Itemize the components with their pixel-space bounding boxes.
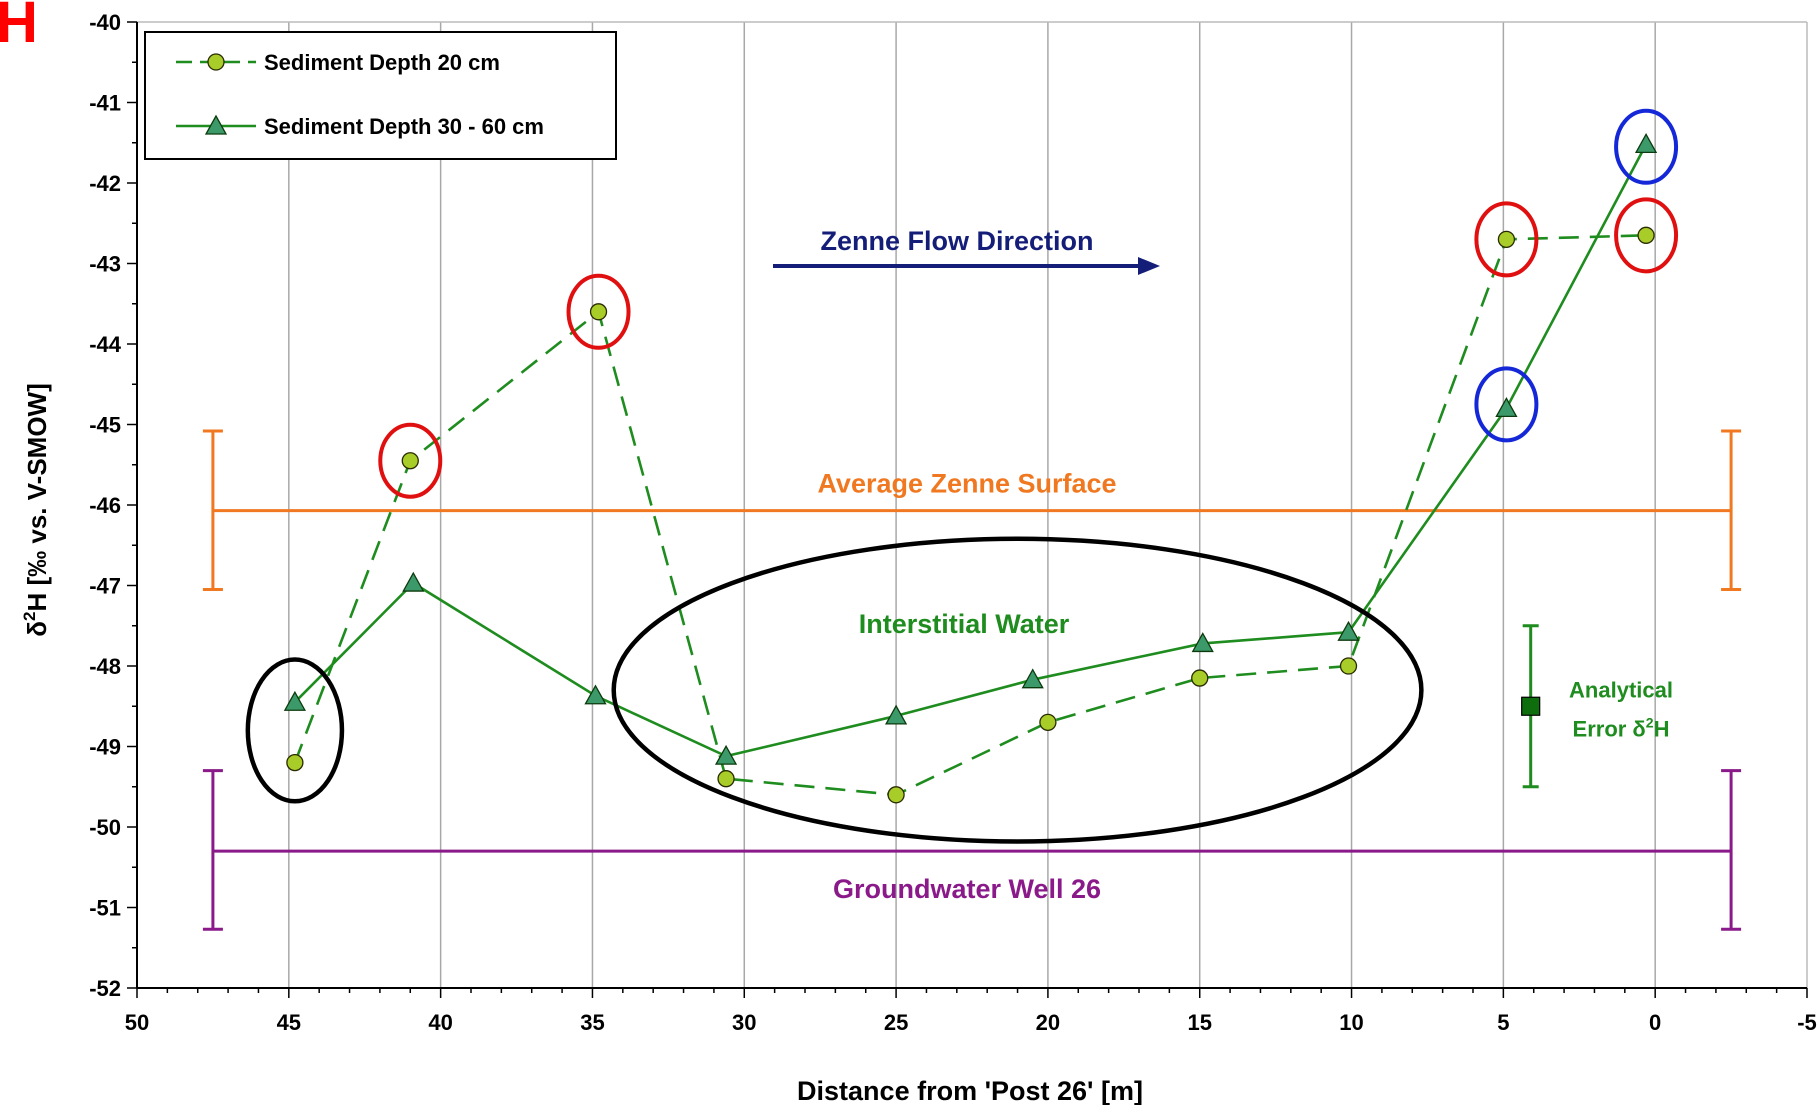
vertical-gridlines xyxy=(288,22,1656,988)
error-label-suffix: H xyxy=(1654,716,1670,741)
analytical-error-bar: Analytical Error δ2H xyxy=(1521,624,1673,789)
y-axis-label-suffix: H [‰ vs. V-SMOW] xyxy=(22,383,52,611)
series-2-point xyxy=(1021,668,1044,689)
series-1-point xyxy=(401,452,419,470)
highlight-circle xyxy=(1614,108,1679,185)
legend-entry-label: Sediment Depth 20 cm xyxy=(264,50,500,75)
error-label-sup: 2 xyxy=(1646,714,1654,730)
series-1-point xyxy=(286,753,304,772)
flow-direction-label: Zenne Flow Direction xyxy=(820,226,1093,256)
reference-bands: Average Zenne Surface Groundwater Well 26 xyxy=(202,429,1742,931)
error-label-line2: Error δ2H xyxy=(1573,714,1670,741)
x-tick-label: 25 xyxy=(884,1010,908,1035)
series-2-point xyxy=(1191,632,1214,653)
y-axis: -40 -41 -42 -43 -44 -45 -46 -47 -48 -49 -50 -51 -52 xyxy=(89,10,137,1001)
series-1-point xyxy=(717,770,735,788)
series-1-point xyxy=(1191,669,1209,687)
y-tick-label: -44 xyxy=(89,332,122,357)
x-axis: 50 45 40 35 30 25 20 15 10 5 0 -5 xyxy=(125,988,1817,1035)
highlight-circle xyxy=(1614,197,1679,274)
highlight-circle xyxy=(566,273,631,350)
x-tick-label: 5 xyxy=(1497,1010,1509,1035)
band-label: Groundwater Well 26 xyxy=(833,874,1101,904)
series-1-point xyxy=(887,786,905,804)
x-tick-label: 35 xyxy=(580,1010,604,1035)
x-tick-label: 40 xyxy=(428,1010,452,1035)
series-2-point xyxy=(884,704,908,725)
y-tick-label: -47 xyxy=(89,574,121,599)
x-tick-label: 15 xyxy=(1187,1010,1211,1035)
series-2-point xyxy=(1495,397,1518,418)
x-tick-label: 20 xyxy=(1036,1010,1060,1035)
legend-box xyxy=(144,31,617,160)
panel-letter: H xyxy=(0,0,38,55)
series-1-point xyxy=(1339,657,1358,675)
legend: Sediment Depth 20 cm Sediment Depth 30 - … xyxy=(144,31,617,160)
y-tick-label: -45 xyxy=(89,413,121,438)
legend-entry-label: Sediment Depth 30 - 60 cm xyxy=(264,114,544,139)
series-2-point xyxy=(402,571,425,592)
y-tick-label: -42 xyxy=(89,171,121,196)
highlight-circle xyxy=(1474,366,1539,443)
series-line-1 xyxy=(293,234,1647,797)
y-tick-label: -43 xyxy=(89,252,121,277)
highlight-ellipse xyxy=(245,657,345,804)
series-line-2 xyxy=(293,143,1648,758)
series-2-point xyxy=(714,744,738,765)
series-1-point xyxy=(1497,230,1516,249)
x-tick-label: 30 xyxy=(732,1010,756,1035)
x-tick-label: 10 xyxy=(1339,1010,1363,1035)
series-markers xyxy=(283,133,1658,804)
y-tick-label: -48 xyxy=(89,654,121,679)
y-axis-label-sup: 2 xyxy=(20,612,39,621)
x-tick-label: 50 xyxy=(125,1010,149,1035)
reference-band: Average Zenne Surface xyxy=(202,429,1742,592)
annotations: Zenne Flow Direction Interstitial Water xyxy=(773,226,1160,639)
highlight-circle xyxy=(1474,201,1539,278)
y-tick-label: -40 xyxy=(89,10,121,35)
series-2-point xyxy=(1337,620,1360,641)
error-marker xyxy=(1521,696,1541,716)
legend-swatch-marker xyxy=(207,53,225,71)
y-axis-label-prefix: δ xyxy=(22,621,52,637)
y-tick-label: -49 xyxy=(89,735,121,760)
series-2-point xyxy=(584,684,607,705)
x-tick-label: -5 xyxy=(1797,1010,1817,1035)
x-axis-label: Distance from 'Post 26' [m] xyxy=(797,1076,1143,1105)
x-tick-label: 45 xyxy=(277,1010,301,1035)
y-tick-label: -51 xyxy=(89,896,121,921)
highlight-shapes xyxy=(245,108,1679,844)
plot-frame xyxy=(136,21,1808,989)
series-1-point xyxy=(1637,226,1655,244)
y-tick-label: -41 xyxy=(89,91,121,116)
band-label: Average Zenne Surface xyxy=(817,469,1116,499)
series-1-point xyxy=(1039,713,1057,731)
y-tick-label: -46 xyxy=(89,493,121,518)
highlight-ellipse xyxy=(611,536,1424,844)
flow-direction-arrowhead xyxy=(1138,257,1160,275)
x-tick-label: 0 xyxy=(1649,1010,1661,1035)
interstitial-water-label: Interstitial Water xyxy=(859,609,1070,639)
y-tick-label: -52 xyxy=(89,976,121,1001)
y-axis-label: δ2H [‰ vs. V-SMOW] xyxy=(20,383,52,637)
error-label-prefix: Error δ xyxy=(1573,716,1646,741)
reference-band: Groundwater Well 26 xyxy=(202,769,1742,931)
y-tick-label: -50 xyxy=(89,815,121,840)
legend-swatch-marker xyxy=(204,114,228,135)
series-1-point xyxy=(589,303,608,321)
error-label-line1: Analytical xyxy=(1569,677,1673,702)
highlight-circle xyxy=(378,422,443,499)
series-2-point xyxy=(283,690,306,711)
series-lines xyxy=(293,143,1648,797)
series-2-point xyxy=(1634,133,1658,154)
